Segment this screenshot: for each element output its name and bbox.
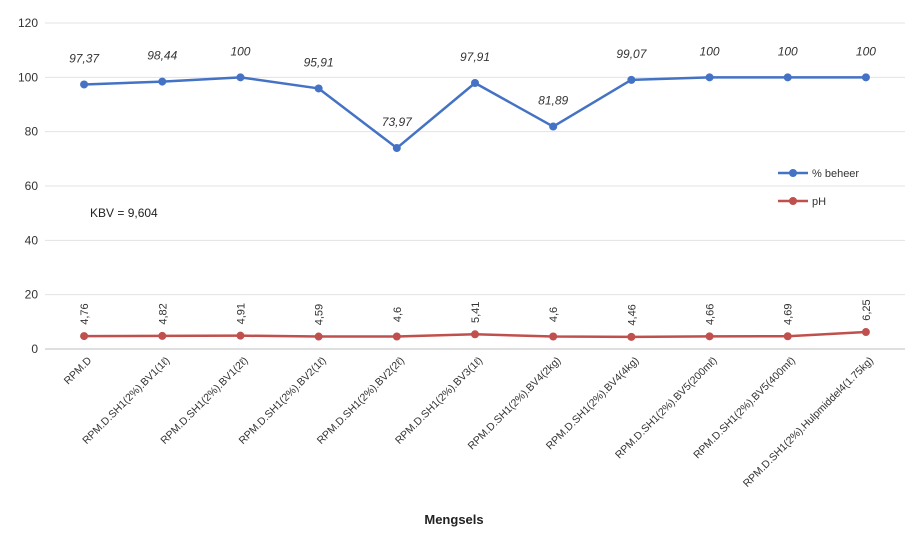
y-tick-label: 80 [25,125,39,139]
data-point-beheer [705,73,714,82]
data-label-ph: 5,41 [470,302,482,323]
data-point-ph [392,332,401,341]
data-point-ph [705,332,714,341]
series-lines [80,73,870,341]
data-point-beheer [158,77,167,86]
legend-marker-beheer [789,169,797,177]
data-point-beheer [471,79,479,88]
legend-marker-ph [789,197,797,205]
data-point-ph [861,328,870,337]
y-tick-label: 40 [25,233,39,247]
data-label-ph: 4,6 [548,307,560,322]
x-category-label: RPM.D.SH1(2%).BV2(2ℓ) [315,355,407,447]
data-point-beheer [861,73,870,82]
data-label-beheer: 81,89 [538,94,568,108]
data-label-ph: 4,46 [626,304,638,325]
legend-item-ph: pH [778,196,826,208]
data-label-ph: 6,25 [861,299,873,320]
data-label-ph: 4,82 [157,303,169,324]
data-label-beheer: 100 [856,44,876,58]
data-label-beheer: 100 [700,44,720,58]
data-point-ph [471,330,479,339]
y-tick-label: 0 [31,342,38,356]
legend-label-beheer: % beheer [812,168,859,180]
x-category-label: RPM.D.SH1(2%).BV1(2ℓ) [158,355,250,447]
data-point-ph [549,332,558,341]
data-point-beheer [627,75,636,84]
data-point-ph [627,332,636,341]
x-axis-category-labels: RPM.DRPM.D.SH1(2%).BV1(1ℓ)RPM.D.SH1(2%).… [62,354,876,489]
data-label-ph: 4,76 [79,303,91,324]
data-label-beheer: 73,97 [382,115,413,129]
x-category-label: RPM.D [62,354,95,387]
data-point-beheer [80,80,89,89]
legend-label-ph: pH [812,196,826,208]
data-point-ph [314,332,323,341]
data-label-ph: 4,6 [392,307,404,322]
data-point-beheer [314,84,323,93]
data-label-beheer: 98,44 [147,49,177,63]
legend-item-beheer: % beheer [778,168,859,180]
data-label-beheer: 97,37 [69,51,100,65]
y-tick-label: 60 [25,179,39,193]
data-label-beheer: 100 [778,44,798,58]
x-category-label: RPM.D.SH1(2%).BV1(1ℓ) [80,355,172,447]
data-point-beheer [236,73,245,82]
data-point-ph [783,332,792,341]
data-point-beheer [783,73,792,82]
legend: % beheer pH [778,168,859,208]
data-label-beheer: 99,07 [616,47,647,61]
x-category-label: RPM.D.SH1(2%).BV3(1ℓ) [393,355,485,447]
y-axis-ticks: 0 20 40 60 80 100 120 [18,16,38,356]
data-label-ph: 4,59 [314,304,326,325]
data-point-beheer [392,144,401,153]
data-point-ph [158,331,167,340]
data-label-ph: 4,66 [705,304,717,325]
data-label-ph: 4,91 [235,303,247,324]
data-label-beheer: 100 [230,44,250,58]
data-point-ph [80,332,89,341]
kbv-annotation: KBV = 9,604 [90,206,158,220]
gridlines [45,22,905,350]
y-tick-label: 100 [18,70,38,84]
data-label-beheer: 95,91 [304,55,334,69]
x-category-label: RPM.D.SH1(2%).BV2(1ℓ) [237,355,329,447]
data-point-beheer [549,122,558,131]
data-point-ph [236,331,245,340]
x-category-label: RPM.D.SH1(2%).Hulpmiddel4(1.75kg) [741,355,876,490]
y-tick-label: 20 [25,288,39,302]
y-tick-label: 120 [18,16,38,30]
series-line-beheer [84,76,866,150]
data-label-beheer: 97,91 [460,50,490,64]
data-labels: 97,37 98,44 100 95,91 73,97 97,91 81,89 99,07 10… [69,44,876,325]
x-axis-title: Mengsels [424,512,483,527]
data-label-ph: 4,69 [783,304,795,325]
